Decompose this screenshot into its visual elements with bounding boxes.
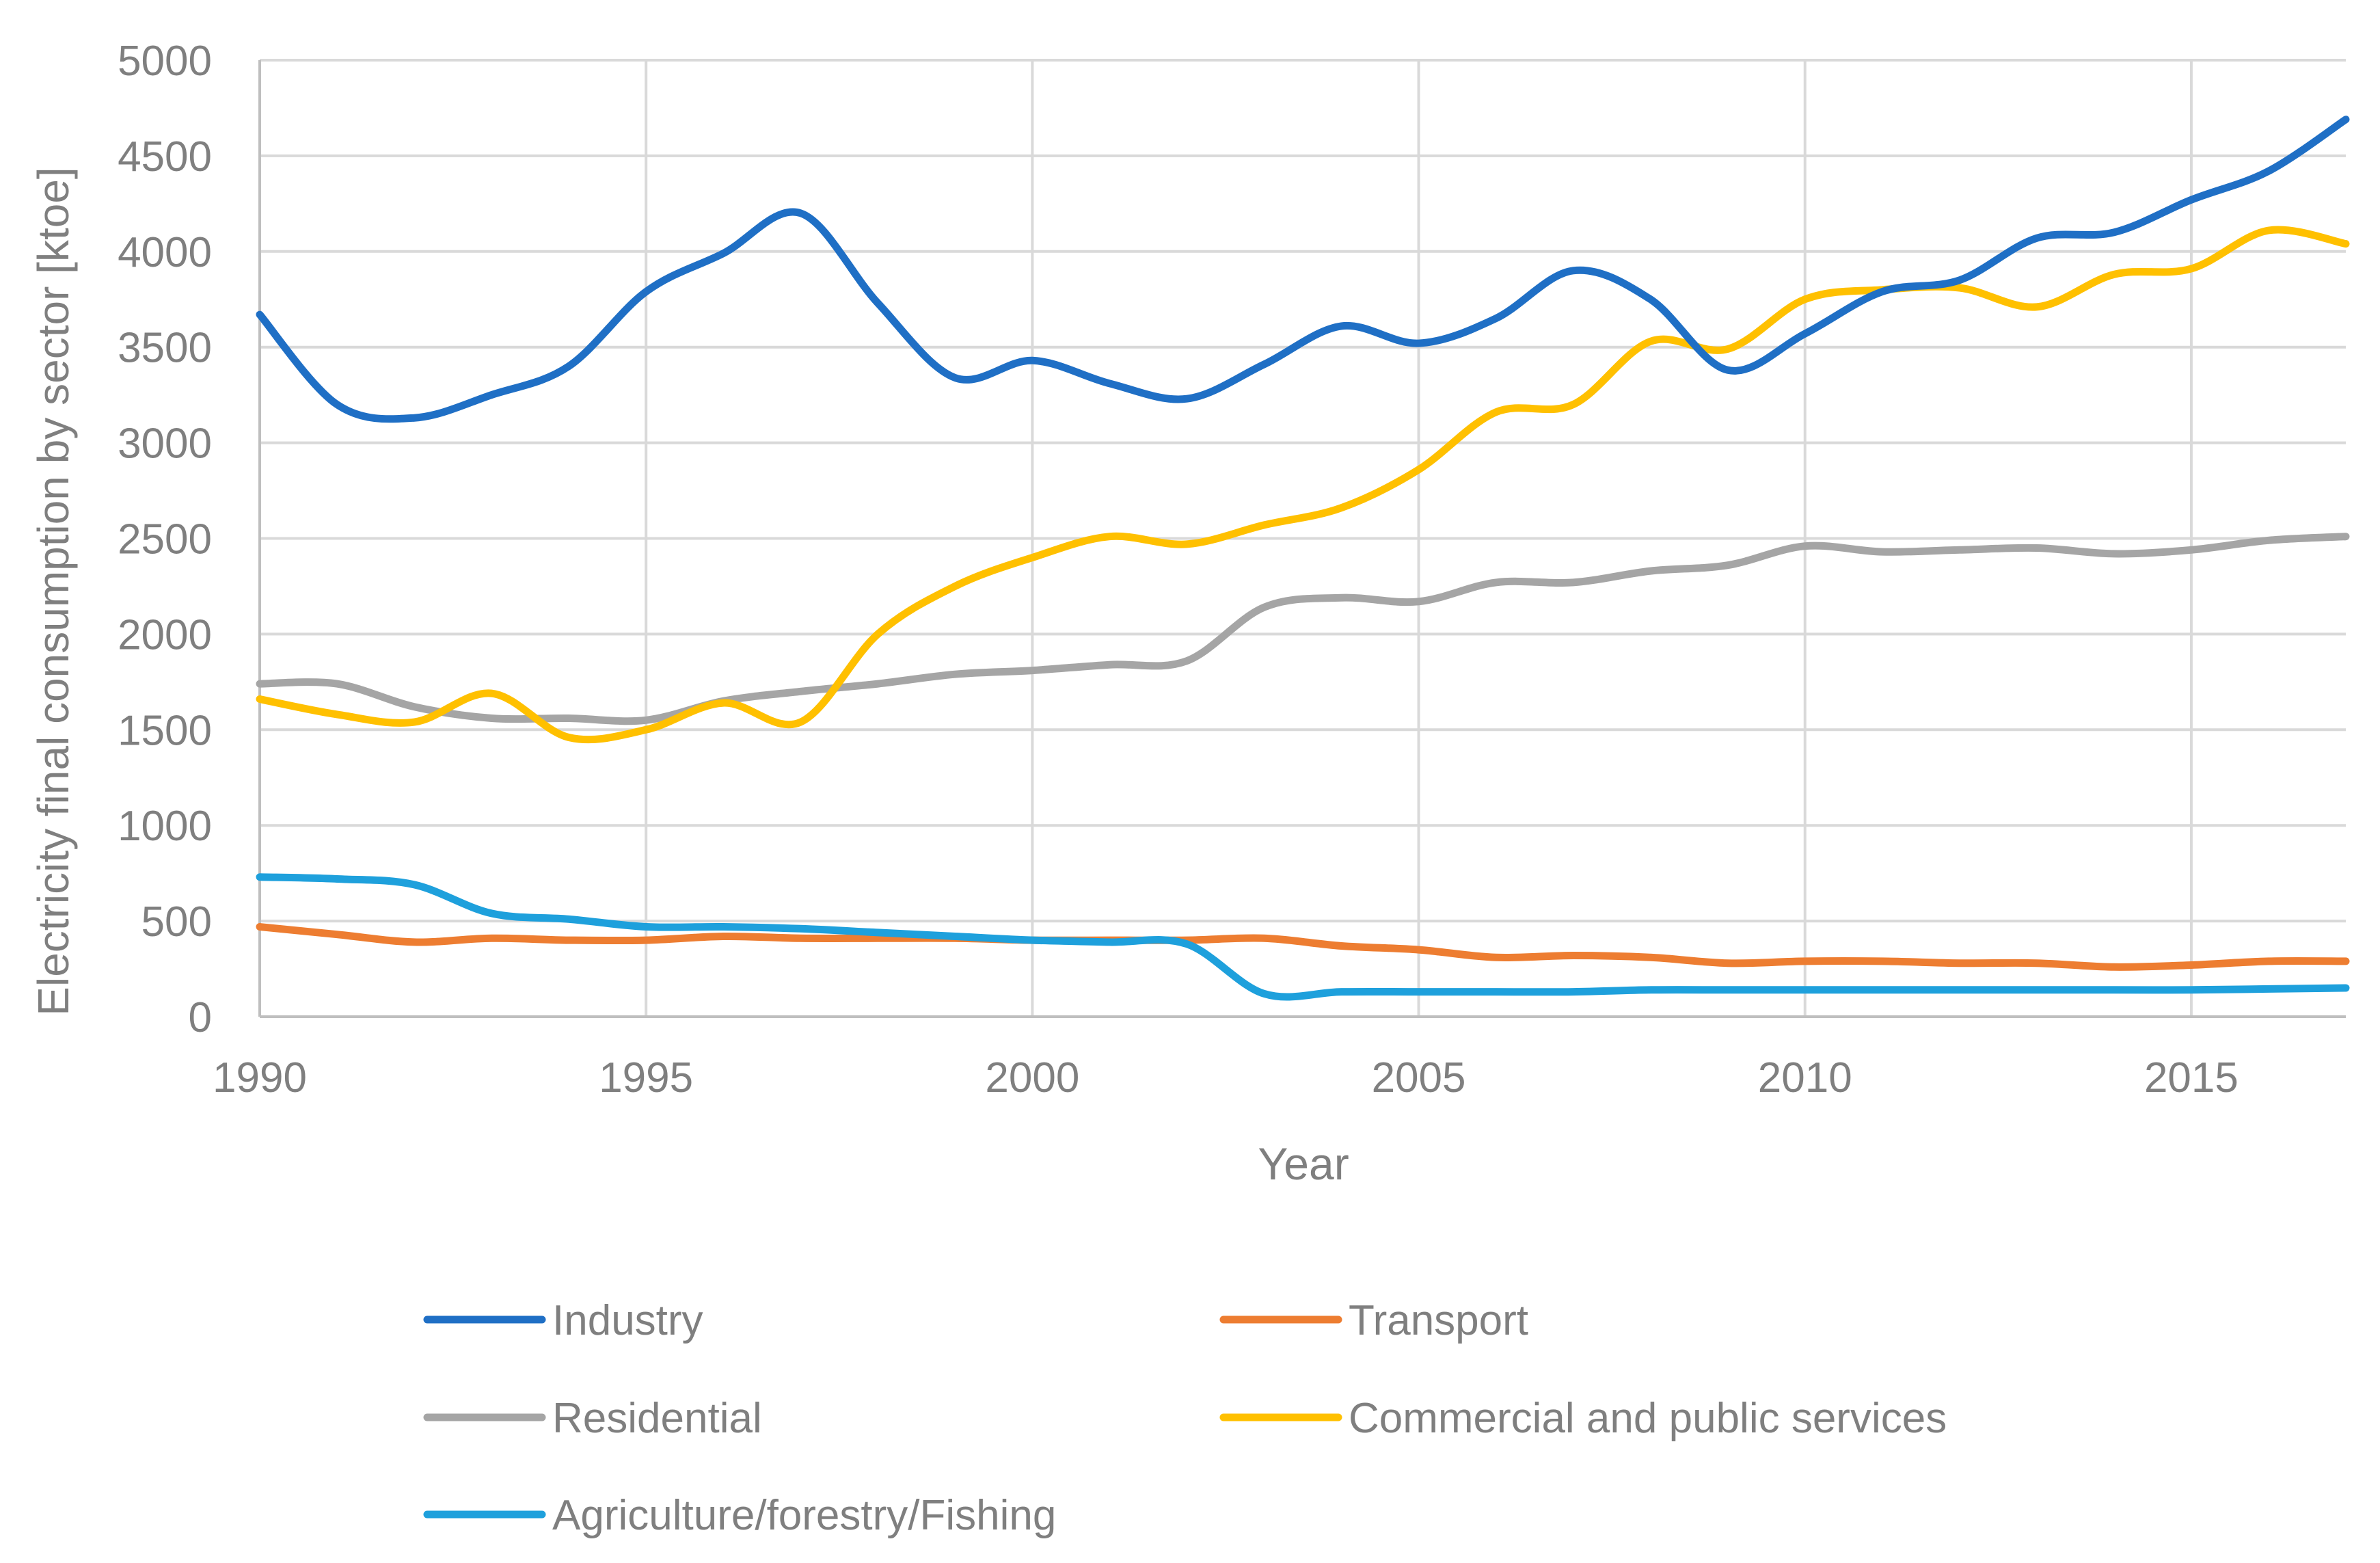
x-axis-title: Year (1258, 1138, 1349, 1189)
y-tick-label: 2000 (118, 611, 212, 658)
legend-label: Agriculture/forestry/Fishing (552, 1492, 1056, 1539)
legend-label: Residential (552, 1395, 762, 1442)
y-tick-label: 2500 (118, 516, 212, 563)
x-tick-label: 1990 (213, 1054, 307, 1101)
series-line-commercial-and-public-services (256, 226, 2350, 744)
y-tick-label: 4000 (118, 229, 212, 276)
y-tick-label: 3500 (118, 325, 212, 372)
legend-label: Commercial and public services (1349, 1395, 1947, 1442)
y-tick-label: 3000 (118, 420, 212, 468)
x-tick-label: 2000 (985, 1054, 1079, 1101)
legend-label: Industry (552, 1297, 703, 1344)
series-line-transport (256, 923, 2350, 971)
y-tick-label: 1000 (118, 803, 212, 850)
x-tick-label: 2010 (1758, 1054, 1852, 1101)
legend-item-commercial-and-public-services: Commercial and public services (1219, 1395, 1947, 1442)
series-line-residential (256, 533, 2350, 725)
y-tick-label: 0 (189, 994, 212, 1041)
y-axis-title: Electricity final consumption by sector … (29, 167, 78, 1015)
x-tick-label: 2005 (1372, 1054, 1466, 1101)
legend-item-agriculture-forestry-fishing: Agriculture/forestry/Fishing (423, 1492, 1056, 1539)
grid-lines (260, 59, 2346, 1017)
legend-label: Transport (1349, 1297, 1528, 1344)
x-tick-label: 2015 (2144, 1054, 2239, 1101)
tick-labels: 0 500 1000 1500 2000 2500 3000 3500 4000 4500 5000… (118, 38, 2239, 1101)
legend-item-industry: Industry (423, 1297, 703, 1344)
series-line-industry (256, 116, 2350, 423)
series-lines (256, 116, 2350, 1001)
y-tick-label: 500 (141, 898, 212, 946)
y-tick-label: 1500 (118, 707, 212, 754)
axes (258, 60, 2346, 1018)
series-line-agriculture-forestry-fishing (256, 873, 2350, 1001)
legend-item-transport: Transport (1219, 1297, 1528, 1344)
legend: Industry Transport Residential Commercial a… (423, 1297, 1947, 1539)
x-tick-label: 1995 (599, 1054, 693, 1101)
y-tick-label: 4500 (118, 133, 212, 181)
y-tick-label: 5000 (118, 38, 212, 85)
legend-item-residential: Residential (423, 1395, 762, 1442)
